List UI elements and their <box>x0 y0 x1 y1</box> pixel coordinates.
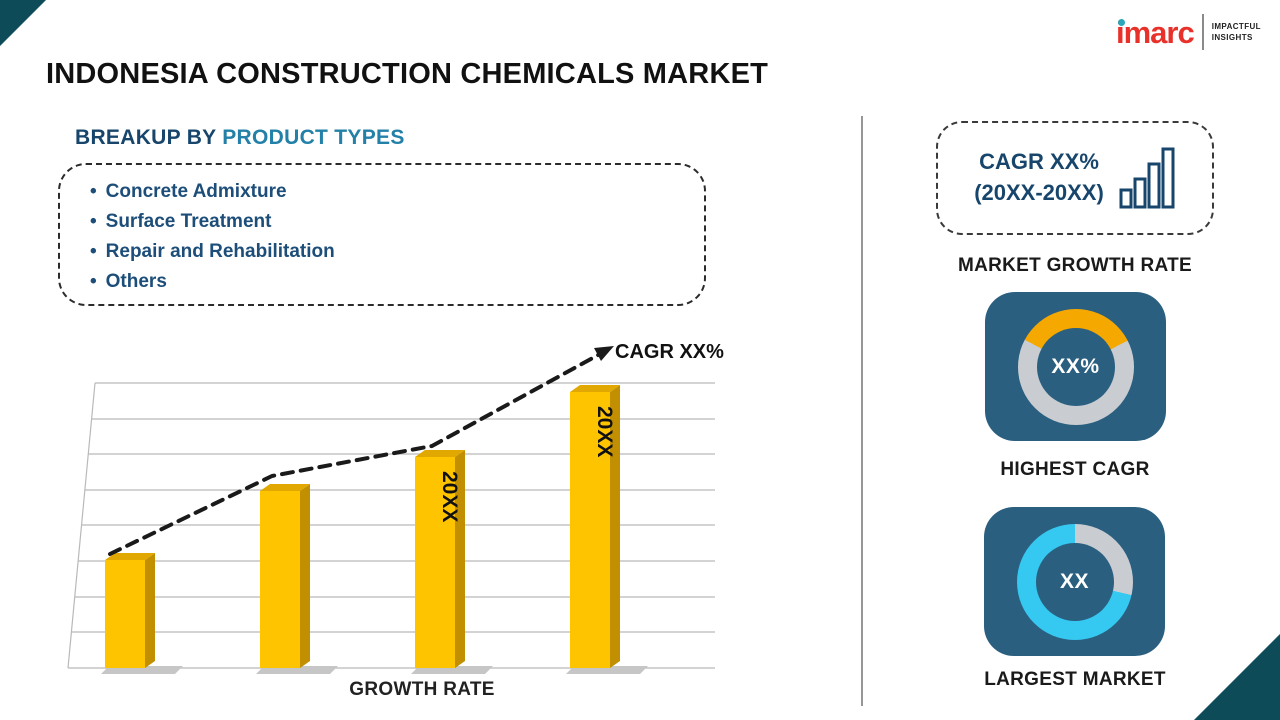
trend-arrow <box>108 352 602 556</box>
cagr-trend-label: CAGR XX% <box>615 341 724 363</box>
donut-hole: XX <box>1035 542 1114 621</box>
list-item: Surface Treatment <box>90 207 704 237</box>
highest-cagr-donut: XX% <box>1017 308 1134 425</box>
trend-arrowhead-icon <box>594 346 614 361</box>
logo-tagline-line2: INSIGHTS <box>1211 33 1253 42</box>
logo-tagline: IMPACTFUL INSIGHTS <box>1212 21 1261 43</box>
highest-cagr-tile: XX% <box>985 292 1166 441</box>
breakup-heading-highlight: PRODUCT TYPES <box>222 126 405 149</box>
cagr-years-line: (20XX-20XX) <box>974 180 1104 205</box>
imarc-logo: imarc IMPACTFUL INSIGHTS <box>1116 14 1261 50</box>
donut-hole: XX% <box>1036 327 1115 406</box>
cagr-callout-text: CAGR XX% (20XX-20XX) <box>974 147 1104 209</box>
bar-chart-icon <box>1119 147 1175 209</box>
highest-cagr-label: HIGHEST CAGR <box>1000 459 1150 480</box>
corner-accent-top-left <box>0 0 46 46</box>
breakup-heading: BREAKUP BY PRODUCT TYPES <box>75 126 405 150</box>
product-types-box: Concrete Admixture Surface Treatment Rep… <box>58 163 706 306</box>
cagr-value-line: CAGR XX% <box>979 149 1099 175</box>
growth-rate-axis-label: GROWTH RATE <box>349 679 495 700</box>
logo-tagline-line1: IMPACTFUL <box>1211 21 1261 31</box>
page-title: INDONESIA CONSTRUCTION CHEMICALS MARKET <box>46 58 769 90</box>
largest-market-value: XX <box>1059 569 1089 593</box>
imarc-logo-wordmark: imarc <box>1116 14 1195 50</box>
cagr-callout-box: CAGR XX% (20XX-20XX) <box>936 121 1214 235</box>
largest-market-donut: XX <box>1016 523 1133 640</box>
imarc-brand-text: imarc <box>1116 14 1195 50</box>
bar-value-label: 20XX <box>438 471 461 522</box>
breakup-heading-prefix: BREAKUP BY <box>75 126 223 149</box>
largest-market-tile: XX <box>984 507 1165 656</box>
list-item: Others <box>90 267 704 297</box>
bar-value-label: 20XX <box>593 406 616 457</box>
logo-separator <box>1201 14 1204 50</box>
largest-market-label: LARGEST MARKET <box>984 669 1166 690</box>
list-item: Concrete Admixture <box>90 177 704 207</box>
highest-cagr-value: XX% <box>1051 354 1100 378</box>
growth-bars: 20XX 20XX <box>101 385 648 674</box>
imarc-logo-dot-icon <box>1118 18 1125 26</box>
growth-chart: 20XX 20XX <box>67 346 715 674</box>
list-item: Repair and Rehabilitation <box>90 237 704 267</box>
vertical-divider <box>861 116 863 706</box>
market-growth-rate-label: MARKET GROWTH RATE <box>957 255 1193 276</box>
